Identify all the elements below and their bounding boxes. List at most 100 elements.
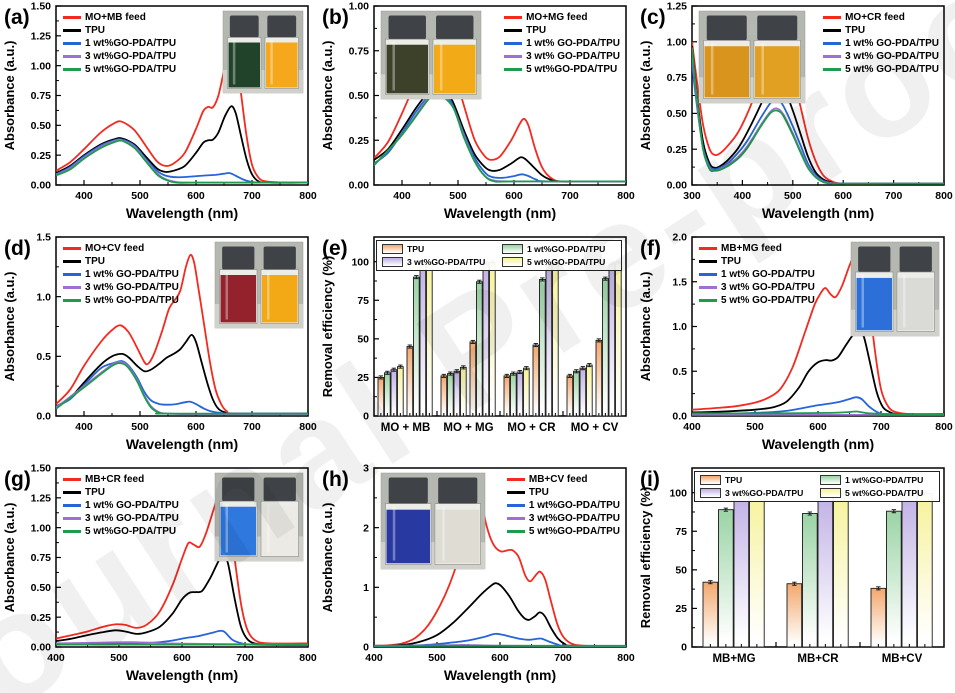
panel-b-ytick-label: 0.50 bbox=[349, 90, 370, 102]
panel-a-x-axis-title: Wavelength (nm) bbox=[126, 205, 238, 221]
panel-h-series-tpu bbox=[374, 582, 626, 647]
panel-e-bar-MO + CR-five bbox=[523, 367, 530, 417]
panel-a-ytick-label: 1.50 bbox=[31, 1, 52, 13]
panel-b-x-axis-title: Wavelength (nm) bbox=[444, 205, 556, 221]
legend-label: 1 wt%GO-PDA/TPU bbox=[527, 244, 606, 254]
panel-c-ytick-label: 0.25 bbox=[667, 144, 688, 156]
legend-bar-swatch-three bbox=[382, 257, 403, 267]
legend-entry: 5 wt%GO-PDA/TPU bbox=[63, 63, 176, 76]
legend-line-swatch-one bbox=[699, 273, 717, 276]
panel-c-ytick-label: 0.75 bbox=[667, 72, 688, 84]
panel-e-y-axis-title: Removal efficiency (%) bbox=[320, 256, 335, 398]
panel-e-bar-MO + CR-three bbox=[545, 263, 553, 417]
legend-entry: 1 wt% GO-PDA/TPU bbox=[823, 37, 939, 50]
panel-b-y-axis-title: Absorbance (a.u.) bbox=[320, 41, 335, 151]
panel-i-ytick-label: 50 bbox=[675, 564, 687, 576]
panel-d-xtick-label: 700 bbox=[243, 421, 261, 433]
panel-e-bar-MO + CR-one bbox=[539, 278, 546, 417]
panel-g-series-tpu bbox=[56, 553, 308, 646]
panel-f-chart: 0.0 0.5 1.0 1.5 2.0 Absorbance (a.u.) 400 500 60… bbox=[638, 232, 953, 452]
panel-g-ytick-label: 0.50 bbox=[31, 582, 52, 594]
panel-b-ytick-label: 0.75 bbox=[349, 45, 370, 57]
panel-e-bar-MO + MB-three bbox=[390, 369, 398, 417]
panel-h-series-feed bbox=[374, 480, 626, 647]
legend-line-swatch-five bbox=[699, 299, 717, 302]
legend-label: MO+CR feed bbox=[845, 12, 905, 23]
panel-g: (g) 0.00 0.25 0.50 0.75 1.00 1.25 1.50 Absorbanc… bbox=[0, 462, 318, 693]
panel-i-y-axis-title: Removal efficiency (%) bbox=[638, 487, 653, 629]
panel-i-legend: TPU 1 wt%GO-PDA/TPU 3 wt%GO-PDA/TPU 5 wt%GO… bbox=[694, 471, 940, 502]
panel-g-xtick-label: 500 bbox=[110, 652, 128, 664]
legend-line-swatch-one bbox=[63, 273, 81, 276]
panel-i-bar-MB+MG-tpu bbox=[702, 581, 719, 648]
panel-h: (h) 0 1 2 3 Absorbance (a.u.) 400 500 600 700 800 W… bbox=[318, 462, 636, 693]
legend-label: TPU bbox=[721, 256, 741, 267]
legend-entry: 3 wt%GO-PDA/TPU bbox=[63, 50, 176, 63]
legend-entry: 3 wt% GO-PDA/TPU bbox=[63, 281, 179, 294]
legend-label: 5 wt%GO-PDA/TPU bbox=[85, 526, 177, 537]
legend-entry: 1 wt% GO-PDA/TPU bbox=[699, 268, 815, 281]
panel-a-chart: 0.00 0.25 0.50 0.75 1.00 1.25 1.50 Absorbance (… bbox=[2, 1, 317, 221]
panel-i-bar-MB+MG-one bbox=[718, 509, 734, 648]
panel-e-group-label: MO + MG bbox=[443, 422, 493, 434]
legend-line-swatch-three bbox=[506, 517, 525, 520]
panel-i-ytick-label: 100 bbox=[669, 487, 687, 499]
panel-e-bar-MO + CR-tpu bbox=[532, 344, 540, 417]
legend-entry: 1 wt% GO-PDA/TPU bbox=[63, 268, 179, 281]
legend-label: 3 wt%GO-PDA/TPU bbox=[528, 513, 620, 524]
panel-h-x-axis-title: Wavelength (nm) bbox=[444, 667, 556, 683]
legend-line-swatch-feed bbox=[699, 247, 717, 250]
legend-entry: 3 wt%GO-PDA/TPU bbox=[700, 487, 814, 499]
legend-label: 5 wt%GO-PDA/TPU bbox=[526, 64, 618, 75]
legend-line-swatch-five bbox=[504, 68, 523, 71]
legend-entry: 3 wt% GO-PDA/TPU bbox=[699, 281, 815, 294]
panel-b-letter: (b) bbox=[322, 6, 349, 29]
panel-i-bar-MB+CR-one bbox=[802, 513, 818, 648]
panel-g-chart: 0.00 0.25 0.50 0.75 1.00 1.25 1.50 Absorbance (… bbox=[2, 463, 317, 683]
legend-entry: MO+MB feed bbox=[63, 11, 176, 24]
panel-f: (f) 0.0 0.5 1.0 1.5 2.0 Absorbance (a.u.) 400 50… bbox=[636, 231, 955, 462]
panel-b-series-one bbox=[374, 88, 626, 183]
panel-e-group-label: MO + MB bbox=[381, 422, 431, 434]
legend-line-swatch-three bbox=[823, 55, 842, 58]
panel-e-bar-MO + MG-three bbox=[453, 370, 461, 417]
panel-h-legend: MB+CV feed TPU 1 wt%GO-PDA/TPU 3 wt%GO-PDA/… bbox=[506, 473, 620, 538]
panel-h-series-one bbox=[374, 632, 626, 647]
panel-a-xtick-label: 600 bbox=[187, 190, 205, 202]
panel-e-bar-MO + CR-tpu bbox=[503, 375, 511, 417]
panel-e: (e) 0 25 50 75 100 Removal efficiency (%) MO + … bbox=[318, 231, 636, 462]
legend-bar-swatch-one bbox=[820, 475, 841, 485]
legend-label: TPU bbox=[85, 256, 105, 267]
panel-h-xtick-label: 800 bbox=[617, 652, 635, 664]
legend-bar-swatch-five bbox=[820, 488, 841, 498]
legend-entry: 1 wt% GO-PDA/TPU bbox=[504, 37, 620, 50]
legend-entry: TPU bbox=[823, 24, 939, 37]
legend-entry: TPU bbox=[63, 255, 179, 268]
panel-h-xtick-label: 700 bbox=[554, 652, 572, 664]
legend-line-swatch-three bbox=[699, 286, 717, 289]
panel-c-xtick-label: 700 bbox=[885, 190, 903, 202]
panel-e-bar-MO + CV-tpu bbox=[595, 339, 603, 417]
panel-f-inset-photo bbox=[850, 241, 940, 337]
panel-a-series-one bbox=[56, 138, 308, 184]
legend-bar-swatch-one bbox=[502, 244, 523, 254]
panel-d-series-one bbox=[56, 360, 308, 415]
legend-bar-swatch-tpu bbox=[700, 475, 721, 485]
legend-line-swatch-one bbox=[63, 504, 81, 507]
panel-f-ytick-label: 1.0 bbox=[672, 321, 687, 333]
panel-g-inset-photo bbox=[214, 472, 304, 562]
panel-e-bar-MO + CV-five bbox=[586, 364, 593, 417]
panel-a-ytick-label: 1.25 bbox=[31, 30, 52, 42]
panel-d-ytick-label: 0.0 bbox=[36, 411, 51, 423]
legend-entry: 3 wt%GO-PDA/TPU bbox=[382, 256, 496, 268]
legend-line-swatch-five bbox=[506, 530, 525, 533]
panel-e-bar-MO + MB-five bbox=[397, 366, 404, 417]
panel-e-bar-MO + MG-five bbox=[460, 366, 467, 417]
panel-g-ytick-label: 0.75 bbox=[31, 552, 52, 564]
panel-h-ytick-label: 1 bbox=[363, 582, 369, 594]
panel-e-bar-MO + CR-five bbox=[552, 262, 559, 417]
legend-label: 3 wt% GO-PDA/TPU bbox=[845, 51, 939, 62]
panel-d-x-axis-title: Wavelength (nm) bbox=[126, 436, 238, 452]
legend-label: 5 wt%GO-PDA/TPU bbox=[85, 64, 177, 75]
panel-e-bar-MO + MG-one bbox=[476, 281, 483, 417]
